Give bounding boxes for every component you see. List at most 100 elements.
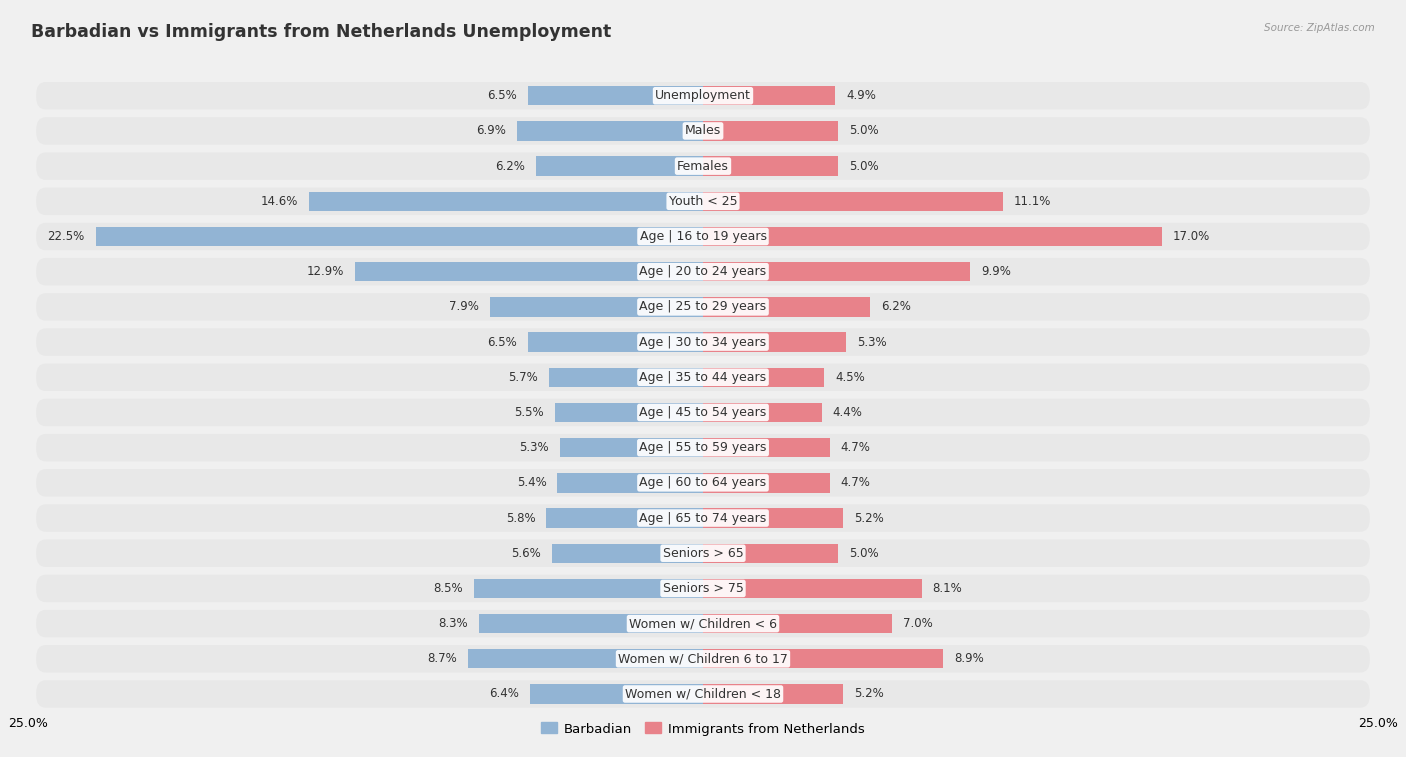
Text: Age | 55 to 59 years: Age | 55 to 59 years — [640, 441, 766, 454]
Text: 8.5%: 8.5% — [433, 582, 463, 595]
Legend: Barbadian, Immigrants from Netherlands: Barbadian, Immigrants from Netherlands — [536, 717, 870, 741]
Text: 5.0%: 5.0% — [849, 547, 879, 559]
Text: 6.5%: 6.5% — [486, 89, 517, 102]
Text: Source: ZipAtlas.com: Source: ZipAtlas.com — [1264, 23, 1375, 33]
Bar — [703, 684, 844, 704]
Text: Age | 30 to 34 years: Age | 30 to 34 years — [640, 335, 766, 348]
Text: Age | 25 to 29 years: Age | 25 to 29 years — [640, 301, 766, 313]
FancyBboxPatch shape — [37, 469, 1369, 497]
Text: Age | 45 to 54 years: Age | 45 to 54 years — [640, 406, 766, 419]
Text: Unemployment: Unemployment — [655, 89, 751, 102]
Text: 8.9%: 8.9% — [955, 653, 984, 665]
Text: Age | 16 to 19 years: Age | 16 to 19 years — [640, 230, 766, 243]
Text: Males: Males — [685, 124, 721, 138]
FancyBboxPatch shape — [37, 610, 1369, 637]
Text: 5.5%: 5.5% — [515, 406, 544, 419]
Text: 4.7%: 4.7% — [841, 441, 870, 454]
Text: 5.0%: 5.0% — [849, 124, 879, 138]
Text: 5.2%: 5.2% — [855, 687, 884, 700]
Text: 4.4%: 4.4% — [832, 406, 862, 419]
Text: Barbadian vs Immigrants from Netherlands Unemployment: Barbadian vs Immigrants from Netherlands… — [31, 23, 612, 41]
Bar — [479, 614, 703, 634]
Text: 22.5%: 22.5% — [48, 230, 84, 243]
Bar — [703, 262, 970, 282]
FancyBboxPatch shape — [37, 258, 1369, 285]
Text: Youth < 25: Youth < 25 — [669, 195, 737, 208]
Bar — [703, 579, 922, 598]
Text: 6.9%: 6.9% — [477, 124, 506, 138]
Text: Women w/ Children 6 to 17: Women w/ Children 6 to 17 — [619, 653, 787, 665]
Text: 14.6%: 14.6% — [260, 195, 298, 208]
Bar — [96, 227, 703, 246]
Bar — [309, 192, 703, 211]
FancyBboxPatch shape — [37, 293, 1369, 321]
Text: Women w/ Children < 6: Women w/ Children < 6 — [628, 617, 778, 630]
Text: 5.3%: 5.3% — [519, 441, 550, 454]
Bar — [536, 157, 703, 176]
FancyBboxPatch shape — [37, 681, 1369, 708]
Text: 7.0%: 7.0% — [903, 617, 932, 630]
FancyBboxPatch shape — [37, 504, 1369, 531]
Bar — [703, 403, 821, 422]
Text: Females: Females — [678, 160, 728, 173]
Bar — [550, 368, 703, 387]
Text: 8.3%: 8.3% — [439, 617, 468, 630]
FancyBboxPatch shape — [37, 363, 1369, 391]
Text: 6.5%: 6.5% — [486, 335, 517, 348]
Text: 5.3%: 5.3% — [856, 335, 887, 348]
Text: 6.2%: 6.2% — [495, 160, 524, 173]
FancyBboxPatch shape — [37, 434, 1369, 461]
Bar — [468, 649, 703, 668]
Bar — [530, 684, 703, 704]
FancyBboxPatch shape — [37, 152, 1369, 180]
Text: 11.1%: 11.1% — [1014, 195, 1050, 208]
FancyBboxPatch shape — [37, 329, 1369, 356]
Text: 5.7%: 5.7% — [509, 371, 538, 384]
Text: 4.7%: 4.7% — [841, 476, 870, 489]
Text: 4.9%: 4.9% — [846, 89, 876, 102]
FancyBboxPatch shape — [37, 575, 1369, 602]
Bar — [703, 298, 870, 316]
Text: Age | 60 to 64 years: Age | 60 to 64 years — [640, 476, 766, 489]
Text: Age | 65 to 74 years: Age | 65 to 74 years — [640, 512, 766, 525]
Text: Age | 35 to 44 years: Age | 35 to 44 years — [640, 371, 766, 384]
Bar — [354, 262, 703, 282]
Text: 5.2%: 5.2% — [855, 512, 884, 525]
Bar — [703, 368, 824, 387]
Bar — [703, 121, 838, 141]
FancyBboxPatch shape — [37, 117, 1369, 145]
Bar — [703, 614, 891, 634]
Text: 12.9%: 12.9% — [307, 265, 344, 279]
Bar — [703, 86, 835, 105]
Bar — [703, 192, 1002, 211]
Bar — [703, 473, 830, 493]
Bar — [560, 438, 703, 457]
Text: Seniors > 65: Seniors > 65 — [662, 547, 744, 559]
Bar — [527, 86, 703, 105]
Text: 8.7%: 8.7% — [427, 653, 457, 665]
Text: 5.4%: 5.4% — [516, 476, 547, 489]
Bar — [557, 473, 703, 493]
Text: Women w/ Children < 18: Women w/ Children < 18 — [626, 687, 780, 700]
Bar — [703, 438, 830, 457]
FancyBboxPatch shape — [37, 399, 1369, 426]
Bar — [489, 298, 703, 316]
Text: Seniors > 75: Seniors > 75 — [662, 582, 744, 595]
Text: 5.8%: 5.8% — [506, 512, 536, 525]
Text: 17.0%: 17.0% — [1173, 230, 1211, 243]
Text: 6.4%: 6.4% — [489, 687, 519, 700]
Bar — [703, 509, 844, 528]
Bar — [517, 121, 703, 141]
Bar — [703, 649, 943, 668]
Text: 4.5%: 4.5% — [835, 371, 865, 384]
Bar — [703, 332, 846, 352]
FancyBboxPatch shape — [37, 645, 1369, 672]
Text: Age | 20 to 24 years: Age | 20 to 24 years — [640, 265, 766, 279]
Bar — [527, 332, 703, 352]
FancyBboxPatch shape — [37, 540, 1369, 567]
Bar — [551, 544, 703, 563]
Text: 5.6%: 5.6% — [512, 547, 541, 559]
FancyBboxPatch shape — [37, 188, 1369, 215]
Bar — [703, 227, 1161, 246]
FancyBboxPatch shape — [37, 82, 1369, 110]
